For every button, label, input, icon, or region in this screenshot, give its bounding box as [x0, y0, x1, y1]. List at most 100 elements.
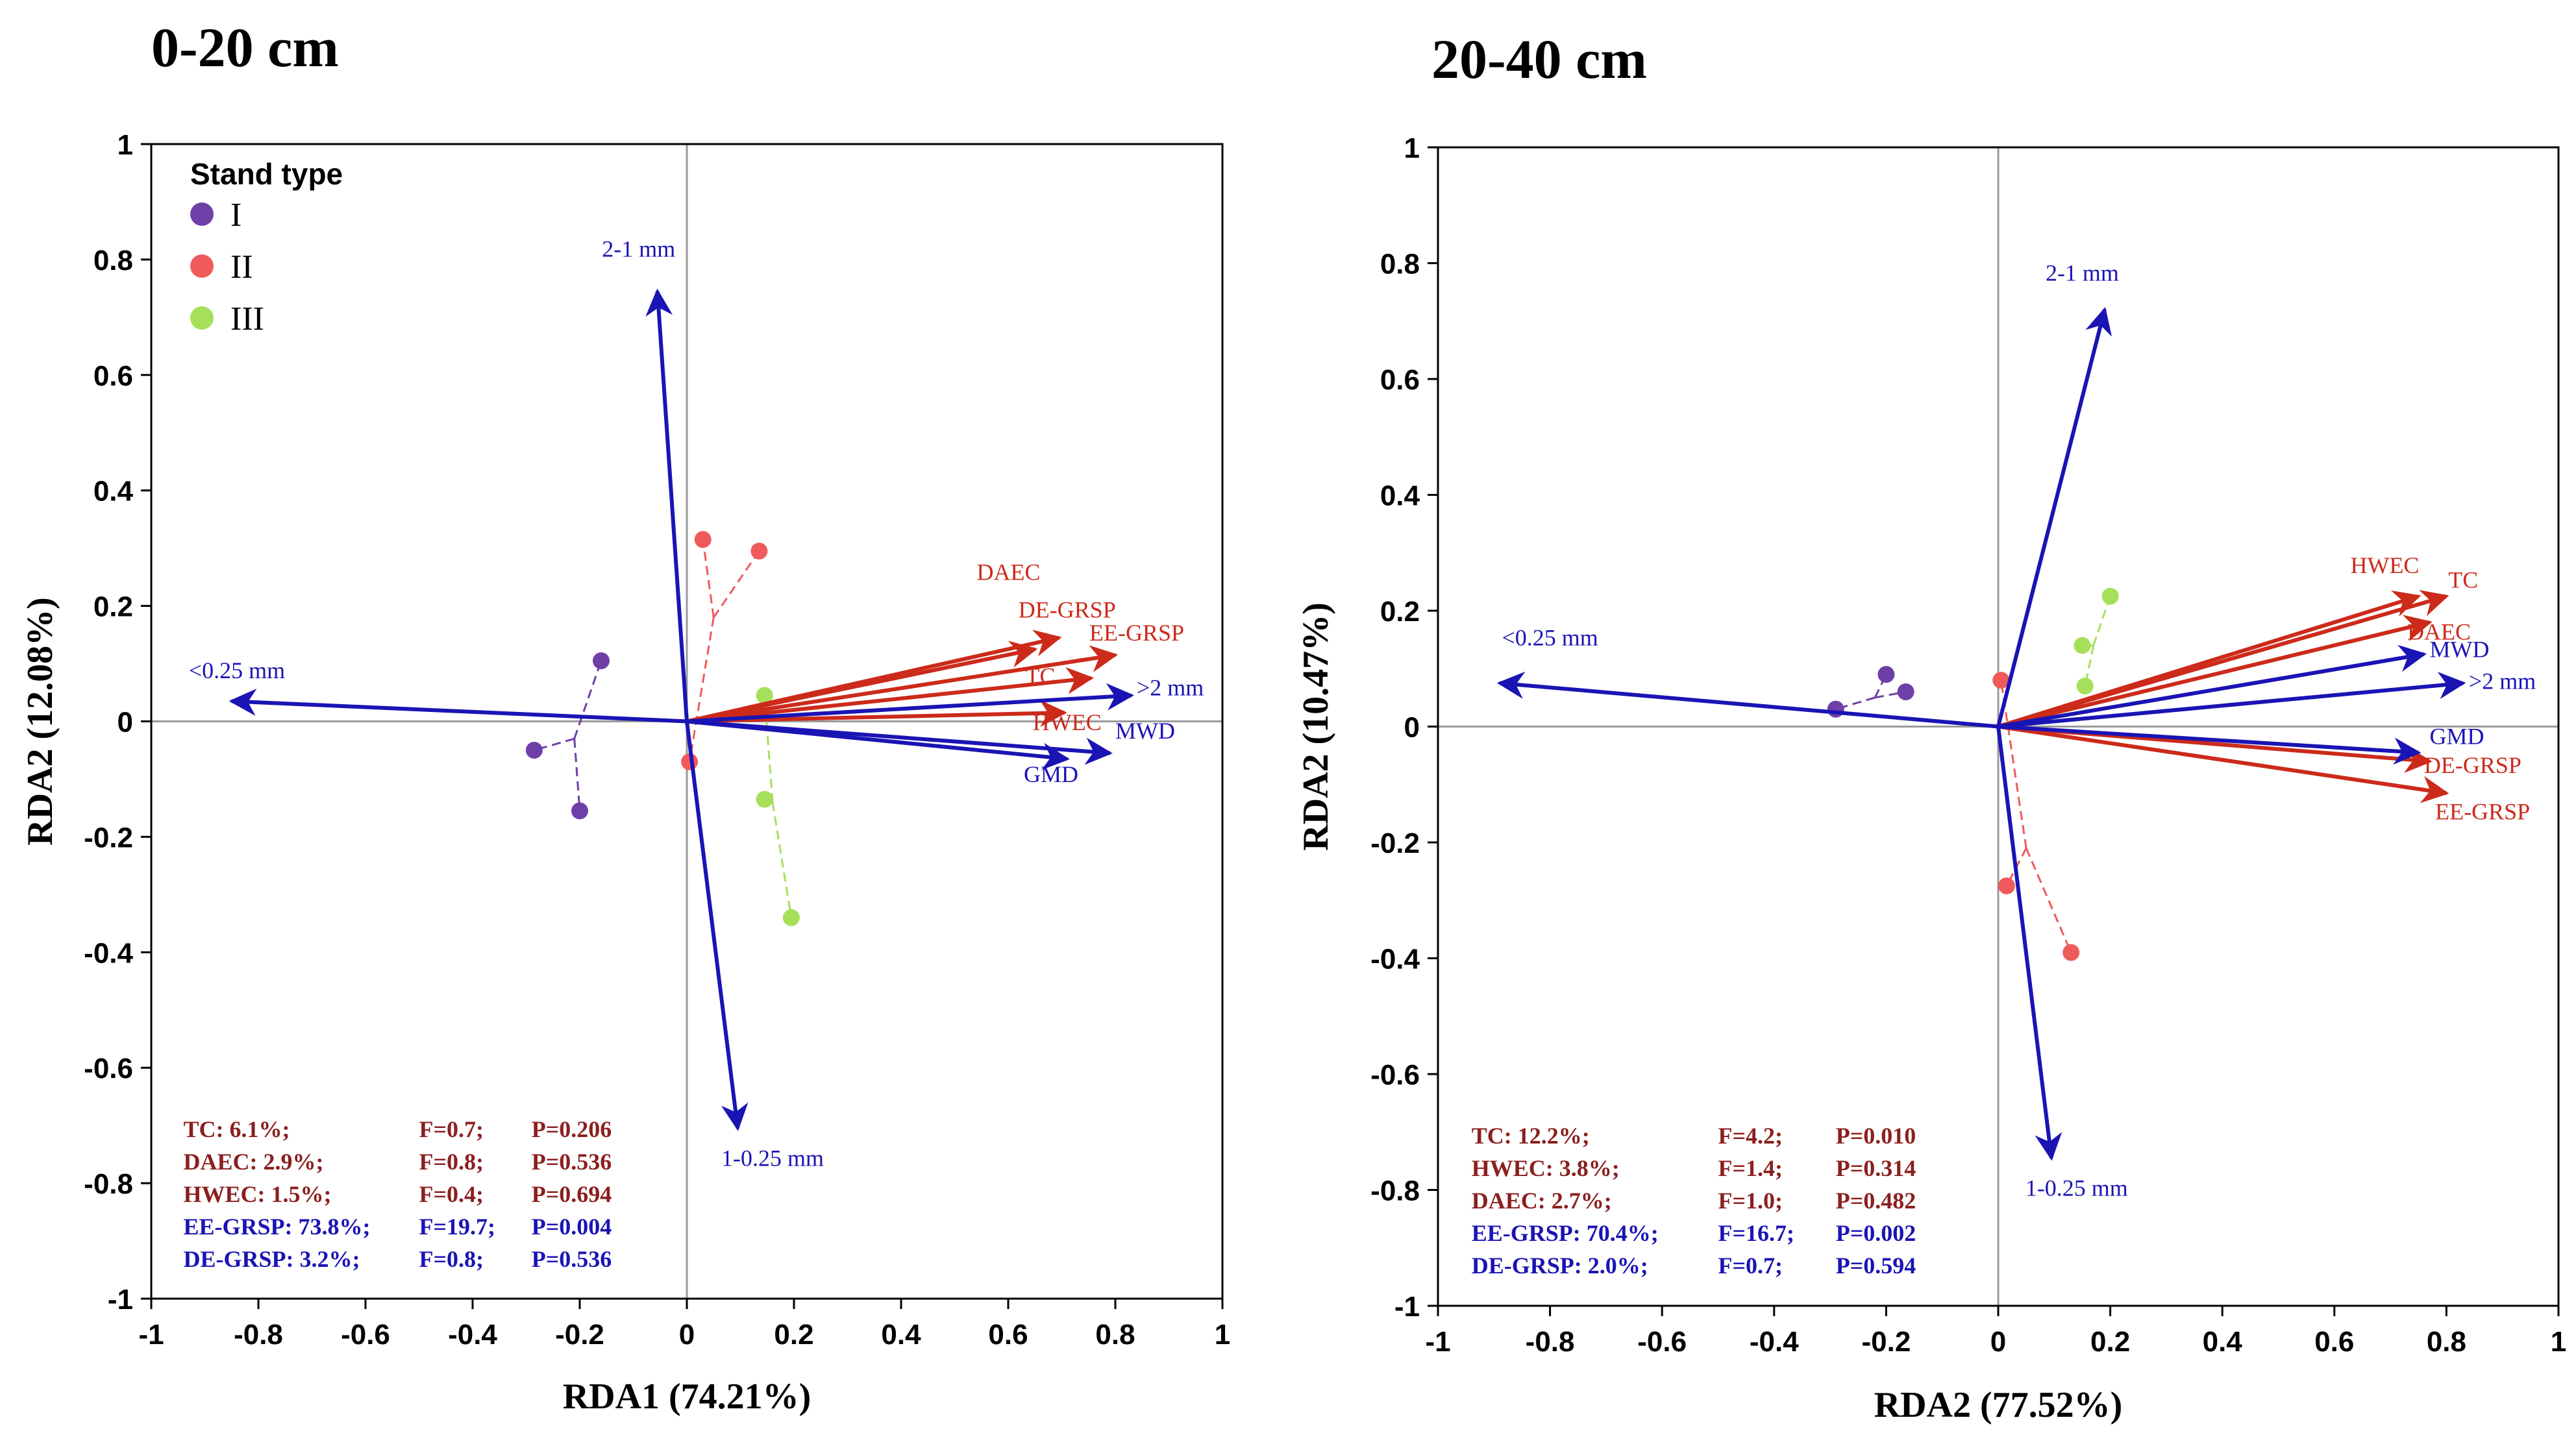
- stats-row-ee-grsp: EE-GRSP: 70.4%; F=16.7; P=0.002: [1472, 1220, 1916, 1246]
- stats-f-value: F=0.8;: [419, 1246, 484, 1272]
- x-tick-label: 0.2: [774, 1319, 813, 1351]
- stats-term: DAEC: 2.7%;: [1472, 1188, 1612, 1214]
- stats-term: TC: 6.1%;: [184, 1116, 290, 1142]
- arrow-label-de-grsp: DE-GRSP: [1019, 596, 1116, 622]
- arrow-tc: [1998, 590, 2449, 729]
- stats-p-value: P=0.002: [1836, 1220, 1916, 1246]
- x-tick-label: -1: [138, 1319, 164, 1351]
- arrow-label-ee-grsp: EE-GRSP: [1089, 620, 1184, 646]
- y-tick-label: 0: [1404, 712, 1420, 744]
- panel-title: 20-40 cm: [1431, 28, 1647, 90]
- stats-f-value: F=0.7;: [419, 1116, 484, 1142]
- y-tick-label: 0.2: [93, 591, 133, 623]
- arrow-label-gmd: GMD: [1024, 761, 1078, 787]
- group-i-point: [1877, 666, 1895, 683]
- stats-p-value: P=0.482: [1836, 1188, 1916, 1214]
- arrow-label-mwd: MWD: [1115, 718, 1175, 744]
- stats-f-value: F=0.8;: [419, 1149, 484, 1175]
- stats-p-value: P=0.206: [532, 1116, 612, 1142]
- stats-row-ee-grsp: EE-GRSP: 73.8%; F=19.7; P=0.004: [184, 1214, 612, 1240]
- x-tick-label: -0.6: [341, 1319, 390, 1351]
- arrow-2-1-mm: [645, 288, 689, 722]
- x-axis-label: RDA1 (74.21%): [563, 1377, 811, 1417]
- arrow-gt-2-mm: [686, 683, 1134, 724]
- y-tick-label: -0.8: [1370, 1175, 1420, 1207]
- stats-f-value: F=4.2;: [1718, 1123, 1783, 1149]
- arrow-label-mwd: MWD: [2430, 636, 2490, 662]
- stats-row-hwec: HWEC: 3.8%; F=1.4; P=0.314: [1472, 1155, 1916, 1181]
- group-iii-point: [756, 687, 773, 704]
- arrow-label-lt-0-25-mm: <0.25 mm: [1502, 625, 1598, 651]
- stats-term: HWEC: 3.8%;: [1472, 1155, 1620, 1181]
- arrow-label-1-0-25-mm: 1-0.25 mm: [2025, 1175, 2128, 1201]
- group-ii-point: [2062, 944, 2080, 961]
- x-axis-label: RDA2 (77.52%): [1874, 1385, 2123, 1425]
- x-tick-label: 0.8: [2427, 1326, 2466, 1358]
- arrow-gmd: [686, 719, 1070, 770]
- stats-term: DE-GRSP: 3.2%;: [184, 1246, 360, 1272]
- arrow-label-de-grsp: DE-GRSP: [2424, 752, 2521, 778]
- y-tick-label: 0.4: [93, 476, 134, 508]
- y-tick-label: 1: [1404, 132, 1420, 164]
- group-ii-spider-line: [713, 550, 760, 619]
- y-tick-label: -0.8: [84, 1168, 133, 1200]
- y-axis-label: RDA2 (10.47%): [1296, 602, 1336, 851]
- y-tick-label: 0: [118, 707, 133, 739]
- group-iii-point: [782, 909, 800, 926]
- y-tick-label: 0.4: [1380, 480, 1420, 512]
- group-i-spider-line: [573, 739, 581, 811]
- group-iii-point: [756, 790, 773, 808]
- legend-label-iii: III: [230, 300, 264, 337]
- x-tick-label: -0.4: [1750, 1326, 1799, 1358]
- stats-row-tc: TC: 12.2%; F=4.2; P=0.010: [1472, 1123, 1916, 1149]
- arrow-tc: [686, 667, 1095, 724]
- group-i-point: [1827, 700, 1844, 718]
- arrow-gmd: [1998, 724, 2421, 765]
- stats-p-value: P=0.536: [532, 1246, 612, 1272]
- x-tick-label: -0.4: [448, 1319, 497, 1351]
- x-tick-label: -0.2: [1861, 1326, 1911, 1358]
- arrow-label-daec: DAEC: [977, 559, 1041, 585]
- arrow-lt-0-25-mm: [1496, 671, 1999, 729]
- y-tick-label: 1: [118, 129, 133, 161]
- arrow-hwec: [686, 700, 1067, 728]
- legend-title: Stand type: [190, 157, 343, 191]
- arrow-label-tc: TC: [1025, 663, 1055, 689]
- x-tick-label: -0.6: [1637, 1326, 1687, 1358]
- group-iii-point: [2101, 587, 2119, 605]
- stats-term: EE-GRSP: 70.4%;: [1472, 1220, 1659, 1246]
- stats-f-value: F=19.7;: [419, 1214, 496, 1240]
- group-i-point: [571, 802, 588, 820]
- stats-term: EE-GRSP: 73.8%;: [184, 1214, 371, 1240]
- group-iii-spider-line: [2092, 596, 2112, 646]
- arrow-1-0-25-mm: [1996, 726, 2062, 1161]
- arrow-de-grsp: [686, 641, 1038, 724]
- x-tick-label: -0.8: [234, 1319, 283, 1351]
- stats-term: TC: 12.2%;: [1472, 1123, 1590, 1149]
- arrow-label-hwec: HWEC: [1033, 709, 1102, 735]
- arrow-label-gt-2-mm: >2 mm: [1137, 674, 1204, 700]
- stats-row-daec: DAEC: 2.7%; F=1.0; P=0.482: [1472, 1188, 1916, 1214]
- stats-p-value: P=0.536: [532, 1149, 612, 1175]
- group-i-spider-line: [1874, 691, 1906, 699]
- stats-p-value: P=0.694: [532, 1181, 612, 1207]
- arrow-label-daec: DAEC: [2407, 619, 2471, 645]
- stats-row-tc: TC: 6.1%; F=0.7; P=0.206: [184, 1116, 612, 1142]
- stats-row-de-grsp: DE-GRSP: 3.2%; F=0.8; P=0.536: [184, 1246, 612, 1272]
- x-tick-label: 1: [2551, 1326, 2566, 1358]
- arrow-gt-2-mm: [1998, 672, 2466, 729]
- legend-marker-ii: [190, 254, 214, 278]
- stats-row-de-grsp: DE-GRSP: 2.0%; F=0.7; P=0.594: [1472, 1253, 1916, 1279]
- arrow-label-2-1-mm: 2-1 mm: [602, 236, 675, 262]
- y-tick-label: -0.4: [1370, 944, 1420, 975]
- arrow-ee-grsp: [686, 645, 1119, 724]
- panel-20-40-cm: 20-40 cm -1 -0.8 -0.6 -0.4 -0.2 0 0.2 0.4 0.6 0.8 1…: [1296, 28, 2566, 1425]
- stats-term: DE-GRSP: 2.0%;: [1472, 1253, 1648, 1279]
- group-iii-point: [2074, 637, 2091, 654]
- x-tick-label: -0.8: [1526, 1326, 1575, 1358]
- arrow-label-2-1-mm: 2-1 mm: [2046, 260, 2119, 286]
- x-tick-label: 0.2: [2090, 1326, 2130, 1358]
- x-tick-label: 0: [679, 1319, 695, 1351]
- arrow-2-1-mm: [1996, 306, 2112, 728]
- stats-row-daec: DAEC: 2.9%; F=0.8; P=0.536: [184, 1149, 612, 1175]
